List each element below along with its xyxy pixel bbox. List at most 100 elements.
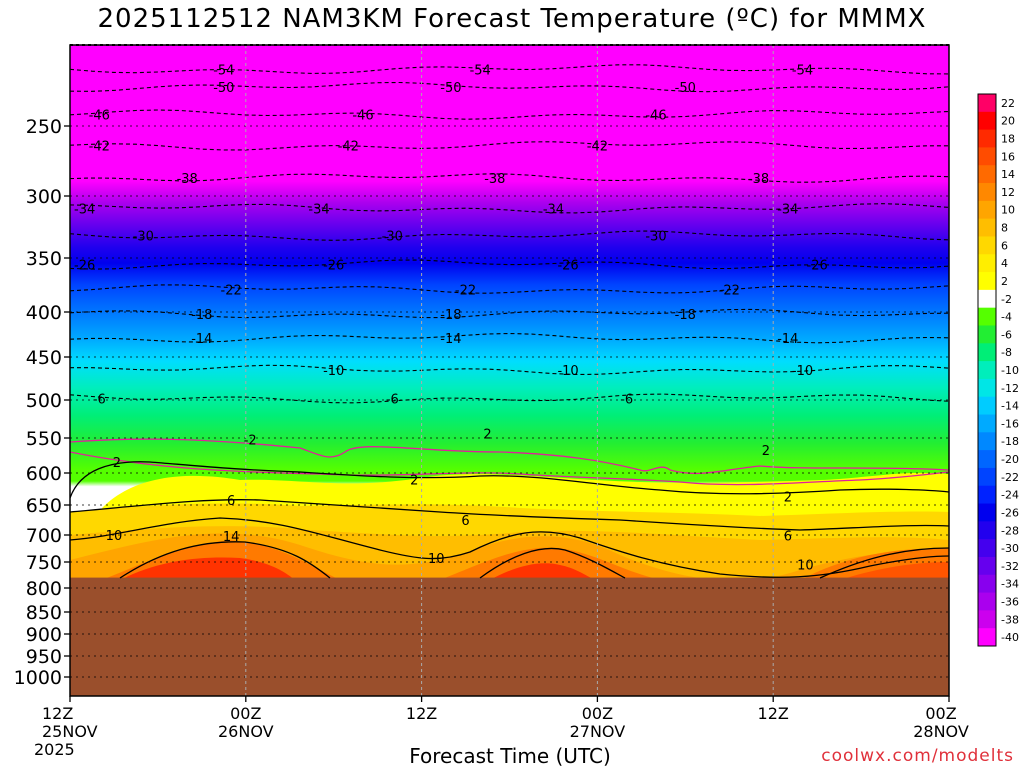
contour-label: -34 [543,202,564,217]
x-tick-label: 00Z [582,704,613,723]
colorbar-label: -26 [1001,506,1019,519]
colorbar: 22 20 18 16 14 12 10 8 6 4 2 -2 -4 -6 -8 -10 -12 -14 -16 -1… [977,93,1019,647]
contour-label: -50 [675,81,696,96]
colorbar-label: -6 [1001,328,1012,341]
contour-label: 14 [223,530,240,545]
contour-line-2-lower [70,451,949,486]
colorbar-swatch [978,592,996,611]
colorbar-label: 12 [1001,186,1015,199]
contour-label: -30 [133,230,154,245]
x-tick-label: 00Z [230,704,261,723]
colorbar-swatch [978,521,996,540]
contour-label: -50 [440,81,461,96]
contour-label: -42 [89,140,110,155]
contour-label: -54 [470,63,491,78]
y-tick-label: 1000 [14,667,62,689]
colorbar-label: -36 [1001,595,1019,608]
colorbar-swatch [978,467,996,487]
colorbar-label: -24 [1001,489,1019,502]
contour-labels: -54 -54 -54-50 -50 -50-46 -46 -46-42 -42 -42-38-… [74,63,828,573]
colorbar-swatch [978,218,996,237]
colorbar-label: 20 [1001,115,1015,128]
contour-label: -26 [807,258,828,273]
y-tick-label: 450 [26,347,62,369]
colorbar-swatch [978,361,996,380]
contour-line-14 [119,541,949,579]
x-tick-label: 00Z [925,704,956,723]
y-tick-label: 250 [26,116,62,138]
colorbar-swatch [978,378,996,398]
colorbar-swatch [978,414,996,433]
contour-label: 2 [113,456,121,471]
contour-label: -26 [74,258,95,273]
colorbar-label: -34 [1001,578,1019,591]
y-tick-label: 600 [26,463,62,485]
contour-label: 2 [762,444,770,459]
warm-core-red-2 [490,563,595,580]
contour-label: -22 [221,283,242,298]
terrain-fill [70,577,949,696]
contour-line-2-solid [70,461,949,499]
contour-label: -42 [587,140,608,155]
credit-link[interactable]: coolwx.com/modelts [821,746,1014,766]
contour-label: 10 [106,529,123,544]
x-tick-label: 12Z [758,704,789,723]
x-tick-label: 12Z [406,704,437,723]
colorbar-label: -32 [1001,560,1019,573]
contour-label: -18 [440,308,461,323]
grid-lines [70,45,949,696]
contour-line-10 [70,517,949,578]
colorbar-label: -38 [1001,613,1019,626]
contour-label: -18 [675,308,696,323]
contour-label: -38 [748,172,769,187]
x-tick-date: 26NOV [218,722,274,741]
colorbar-swatch [978,450,996,469]
colorbar-swatch [978,325,996,344]
colorbar-label: -12 [1001,382,1019,395]
colorbar-swatch [978,254,996,273]
colorbar-label: 4 [1001,257,1008,270]
x-axis-title: Forecast Time (UTC) [409,744,611,768]
contour-label: -6 [620,392,633,407]
colorbar-label: 16 [1001,150,1015,163]
contour-label: 2 [483,427,491,442]
contour-label: -30 [382,230,403,245]
contour-label: -42 [338,140,359,155]
contour-label: -10 [792,364,813,379]
y-tick-label: 550 [26,428,62,450]
warm-core-red-3 [840,562,949,580]
contour-label: -38 [484,172,505,187]
contour-label: -6 [386,392,399,407]
warm-core-red-1 [120,557,295,580]
contour-label: -34 [308,202,329,217]
colorbar-frame [977,93,997,647]
colorbar-label: -14 [1001,400,1019,413]
contour-label: -46 [645,109,666,124]
contour-label: 2 [784,491,792,506]
colorbar-swatch [978,183,996,202]
colorbar-label: -18 [1001,435,1019,448]
colorbar-swatch [978,610,996,629]
colorbar-label: 8 [1001,222,1008,235]
contour-label: 6 [227,494,235,509]
colorbar-swatch [978,236,996,255]
x-tick-label: 12Z [42,704,73,723]
contour-label: -34 [777,202,798,217]
contour-label: 6 [784,530,792,545]
colorbar-label: -22 [1001,471,1019,484]
contour-label: -6 [93,392,106,407]
colorbar-swatch [978,503,996,522]
contour-label: -34 [74,202,95,217]
colorbar-swatch [978,432,996,451]
x-tick-date: 27NOV [570,722,626,741]
y-tick-label: 900 [26,624,62,646]
colorbar-label: 18 [1001,133,1015,146]
contour-label: -10 [557,364,578,379]
y-tick-label: 950 [26,646,62,668]
plot-area [70,45,949,696]
contour-line-2-upper [70,438,949,475]
colorbar-swatch [978,200,996,220]
colorbar-swatch [978,485,996,505]
colorbar-label: -4 [1001,311,1012,324]
